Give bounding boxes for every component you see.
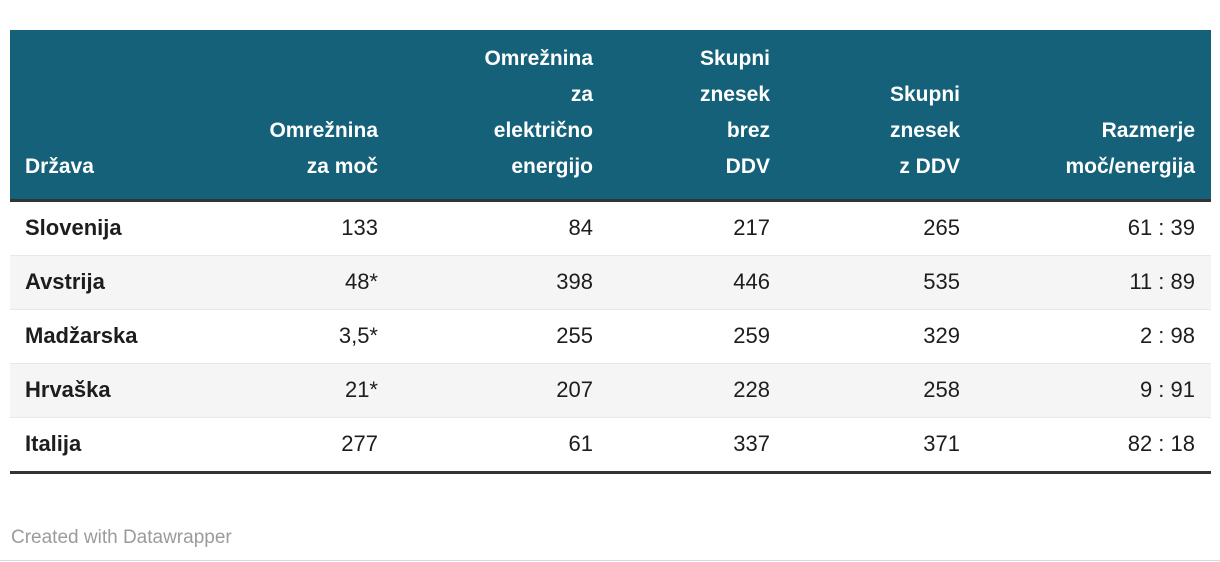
cell-country: Slovenija [10,200,210,256]
cell-value: 265 [786,200,976,256]
data-table: Država Omrežnina za moč Omrežnina za ele… [10,30,1211,474]
column-header-skupni-znesek-brez-ddv: Skupni znesek brez DDV [609,30,786,202]
cell-ratio: 9 : 91 [976,363,1211,418]
cell-country: Madžarska [10,309,210,364]
table-header: Država Omrežnina za moč Omrežnina za ele… [10,30,1211,202]
cell-country: Italija [10,417,210,474]
column-header-razmerje-moc-energija: Razmerje moč/energija [976,30,1211,202]
table-row-italija: Italija 277 61 337 371 82 : 18 [10,417,1211,474]
cell-value: 48* [210,255,394,310]
cell-value: 133 [210,200,394,256]
column-header-omreznina-za-elektricno-energijo: Omrežnina za električno energijo [394,30,609,202]
cell-value: 3,5* [210,309,394,364]
cell-value: 84 [394,200,609,256]
cell-value: 228 [609,363,786,418]
cell-value: 446 [609,255,786,310]
cell-value: 337 [609,417,786,474]
cell-value: 371 [786,417,976,474]
datawrapper-credit-link[interactable]: Created with Datawrapper [11,527,232,548]
cell-value: 258 [786,363,976,418]
cell-value: 61 [394,417,609,474]
table-row-avstrija: Avstrija 48* 398 446 535 11 : 89 [10,255,1211,310]
cell-value: 329 [786,309,976,364]
table-row-hrvaska: Hrvaška 21* 207 228 258 9 : 91 [10,363,1211,418]
cell-ratio: 82 : 18 [976,417,1211,474]
column-header-omreznina-za-moc: Omrežnina za moč [210,30,394,202]
cell-value: 535 [786,255,976,310]
column-header-skupni-znesek-z-ddv: Skupni znesek z DDV [786,30,976,202]
cell-value: 207 [394,363,609,418]
cell-ratio: 2 : 98 [976,309,1211,364]
cell-value: 217 [609,200,786,256]
page-bottom-divider [0,560,1220,561]
header-row: Država Omrežnina za moč Omrežnina za ele… [10,30,1211,202]
table-body: Slovenija 133 84 217 265 61 : 39 Avstrij… [10,200,1211,474]
cell-value: 259 [609,309,786,364]
table-row-slovenija: Slovenija 133 84 217 265 61 : 39 [10,200,1211,256]
cell-value: 277 [210,417,394,474]
cell-value: 398 [394,255,609,310]
cell-country: Avstrija [10,255,210,310]
table-row-madzarska: Madžarska 3,5* 255 259 329 2 : 98 [10,309,1211,364]
cell-ratio: 61 : 39 [976,200,1211,256]
cell-value: 21* [210,363,394,418]
cell-country: Hrvaška [10,363,210,418]
cell-value: 255 [394,309,609,364]
cell-ratio: 11 : 89 [976,255,1211,310]
column-header-drzava: Država [10,30,210,202]
